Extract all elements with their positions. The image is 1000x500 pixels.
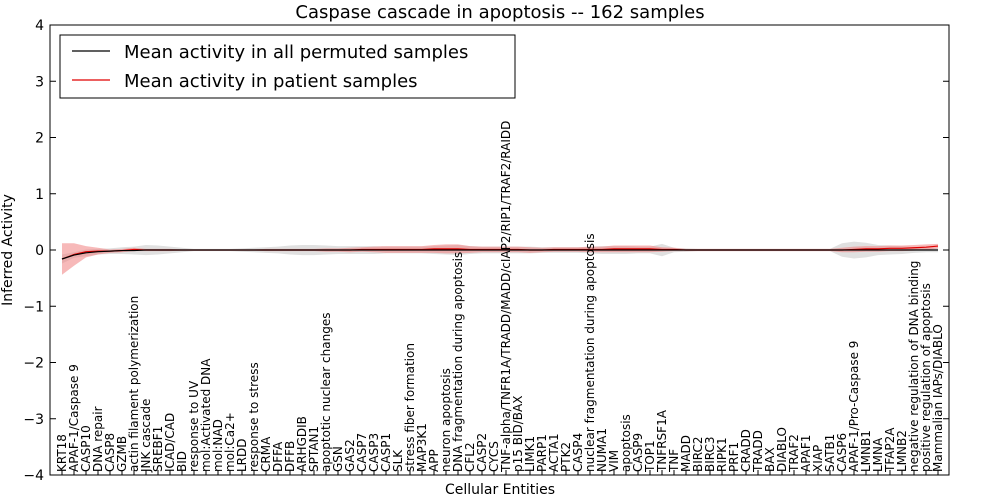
category-label: MAP3K1	[415, 423, 429, 472]
category-label: ACTA1	[547, 433, 561, 472]
y-tick-label: −1	[23, 299, 44, 315]
category-label: apoptosis	[619, 414, 633, 472]
category-label: stress fiber formation	[403, 343, 417, 472]
category-label: ICAD/CAD	[163, 413, 177, 472]
y-tick-label: 0	[35, 243, 44, 259]
category-label: BIRC2	[691, 436, 705, 472]
category-label: TRAF2	[787, 434, 801, 473]
category-label: PRF1	[727, 442, 741, 472]
category-label: CASP1	[379, 433, 393, 472]
category-label: Mammalian IAPs/DIABLO	[931, 324, 945, 472]
category-label: DFFA	[271, 441, 285, 472]
category-label: CASP9	[631, 433, 645, 472]
x-axis-label: Cellular Entities	[445, 482, 555, 498]
category-label: LRDD	[235, 438, 249, 472]
series-lines	[61, 245, 939, 260]
legend-label-patient: Mean activity in patient samples	[124, 71, 418, 92]
category-label: SATB1	[823, 434, 837, 472]
category-label: SLK	[391, 449, 405, 472]
category-label: BID	[175, 451, 189, 472]
category-label: BAX	[763, 447, 777, 472]
category-label: negative regulation of DNA binding	[907, 261, 921, 472]
category-label: DIABLO	[775, 427, 789, 472]
category-label: TOP1	[643, 440, 657, 473]
confidence-bands	[62, 241, 938, 275]
category-label: ARHGDIB	[295, 416, 309, 472]
category-label: LIMK1	[523, 436, 537, 472]
category-label: TRADD	[751, 430, 765, 473]
category-label: nuclear fragmentation during apoptosis	[583, 233, 597, 472]
category-label: XIAP	[811, 445, 825, 472]
category-label: CASP6	[835, 433, 849, 472]
category-label: mol:Activated DNA	[199, 358, 213, 472]
category-label: APP	[427, 449, 441, 472]
y-axis-ticks: −4 −3 −2 −1 0 1 2 3 4	[23, 18, 949, 484]
y-tick-label: 3	[35, 74, 44, 90]
category-label: mol:NAD	[211, 419, 225, 472]
category-label: CASP10	[79, 425, 93, 472]
category-label: BIRC3	[703, 436, 717, 472]
category-label: CRADD	[739, 429, 753, 472]
category-label: CASP3	[367, 433, 381, 472]
category-label: JNK cascade	[139, 399, 153, 473]
category-label: VIM	[607, 450, 621, 472]
category-label: response to UV	[187, 380, 201, 472]
category-label: TNF	[667, 449, 681, 473]
legend-box	[59, 34, 516, 99]
category-label: PTK2	[559, 442, 573, 472]
category-label: NUMA1	[595, 428, 609, 472]
category-label: DNA fragmentation during apoptosis	[451, 252, 465, 472]
category-label: RIPK1	[715, 437, 729, 472]
category-label: GZMB	[115, 436, 129, 472]
category-label: CRMA	[259, 436, 273, 472]
category-label: APAF-1/Caspase 9	[67, 364, 81, 472]
category-label: GSN	[331, 446, 345, 472]
category-label: TFAP2A	[883, 427, 897, 473]
category-label: APAF-1/Pro-Caspase 9	[847, 341, 861, 472]
y-tick-label: 4	[35, 18, 44, 34]
category-label: apoptotic nuclear changes	[319, 313, 333, 472]
band-patient	[62, 243, 938, 275]
category-label: neuron apoptosis	[439, 368, 453, 472]
legend-label-permuted: Mean activity in all permuted samples	[124, 42, 468, 63]
category-label: CASP2	[475, 433, 489, 472]
x-axis-ticks	[61, 470, 939, 475]
category-label: DNA repair	[91, 406, 105, 472]
category-label: TNFRSF1A	[655, 409, 669, 473]
category-label: p15 BID/BAX	[511, 396, 525, 472]
y-tick-label: 1	[35, 187, 44, 203]
category-label: MADD	[679, 435, 693, 472]
category-label: KRT18	[55, 434, 69, 472]
category-label: CYCS	[487, 441, 501, 472]
category-label: CASP4	[571, 433, 585, 472]
category-label: CASP8	[103, 433, 117, 472]
category-label: SREBF1	[151, 426, 165, 472]
y-tick-label: −3	[23, 412, 44, 428]
y-axis-label: Inferred Activity	[0, 194, 16, 306]
category-label: actin filament polymerization	[127, 296, 141, 472]
category-label: APAF1	[799, 435, 813, 472]
category-label: SPTAN1	[307, 426, 321, 472]
category-label: positive regulation of apoptosis	[919, 283, 933, 472]
y-tick-label: 2	[35, 131, 44, 147]
y-tick-label: −2	[23, 356, 44, 372]
category-label: LMNB1	[859, 430, 873, 472]
category-label: TNF-alpha/TNFR1A/TRADD/MADD/cIAP2/RIP1/T…	[499, 121, 513, 473]
legend: Mean activity in all permuted samples Me…	[59, 34, 516, 99]
y-tick-label: −4	[23, 468, 44, 484]
category-label: response to stress	[247, 362, 261, 472]
category-label: LMNB2	[895, 430, 909, 472]
chart-title: Caspase cascade in apoptosis -- 162 samp…	[295, 2, 704, 23]
category-label: GAS2	[343, 439, 357, 472]
category-label: DFFB	[283, 441, 297, 472]
category-label: CASP7	[355, 433, 369, 472]
category-label: PARP1	[535, 434, 549, 472]
band-permuted	[62, 241, 938, 264]
category-label: LMNA	[871, 437, 885, 472]
category-label: CFL2	[463, 442, 477, 472]
category-label: mol:Ca2+	[223, 412, 237, 472]
line-permuted	[61, 249, 938, 260]
